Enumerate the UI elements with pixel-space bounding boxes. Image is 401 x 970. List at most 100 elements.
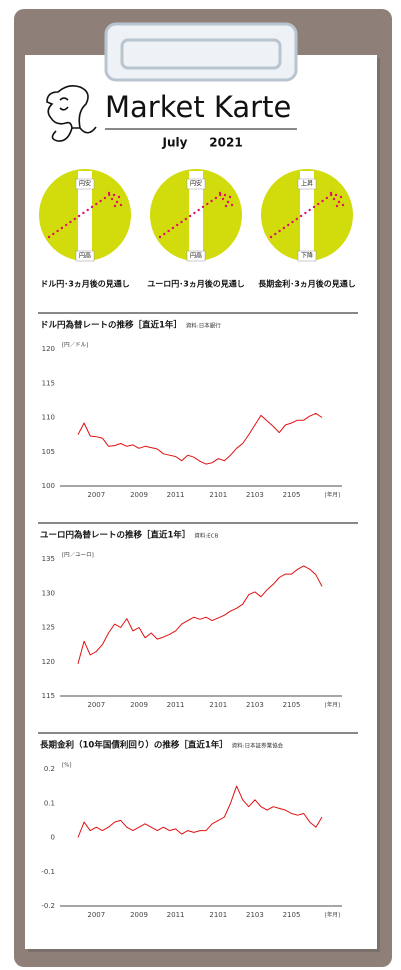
dial-dot (115, 200, 119, 204)
dial-dot (201, 205, 205, 209)
dial-dot (221, 197, 225, 201)
y-tick-label: 125 (42, 624, 55, 632)
x-axis-label: [年月] (325, 701, 340, 709)
dial-strip (78, 171, 92, 259)
chart-title: ドル円為替レートの推移［直近1年］ (40, 320, 182, 331)
dial-dot (188, 214, 192, 218)
dial-dot (304, 211, 307, 215)
x-axis-label: [年月] (325, 911, 340, 919)
dial-dot (77, 214, 81, 218)
x-tick-label: 2009 (130, 911, 148, 919)
dial-dot (312, 205, 316, 209)
dial-label-box (186, 178, 206, 190)
dial-dot (60, 226, 64, 230)
dial-dot (332, 197, 336, 201)
dial-dot (197, 208, 200, 212)
dial-dot (210, 199, 213, 203)
dial-dot (341, 203, 345, 207)
dial-top: 円安 (79, 180, 91, 188)
dial-dot (119, 203, 123, 207)
y-tick-label: -0.2 (41, 902, 55, 910)
y-tick-label: 105 (42, 448, 55, 456)
dial-caption: ユーロ円･3ヵ月後の見通し (147, 279, 245, 289)
x-axis-label: [年月] (325, 491, 340, 499)
dial-strip (189, 171, 203, 259)
y-tick-label: 110 (42, 414, 55, 422)
x-tick-label: 2101 (209, 911, 227, 919)
dial-dot (337, 200, 341, 204)
x-tick-label: 2011 (167, 491, 185, 499)
y-tick-label: -0.1 (41, 868, 55, 876)
dial-dot (113, 204, 117, 208)
y-axis-label: [円／ドル] (62, 342, 88, 349)
x-tick-label: 2105 (283, 491, 301, 499)
dial-dot (95, 202, 98, 206)
dial-dot (86, 208, 89, 212)
dial-dot (224, 204, 228, 208)
dial-dot (73, 217, 77, 221)
x-tick-label: 2009 (130, 701, 148, 709)
year: 2021 (209, 136, 242, 150)
dial-dot (52, 232, 55, 236)
chart-source: 資料:日本証券業協会 (232, 742, 284, 750)
dial-dot (99, 199, 102, 203)
title: Market Karte (105, 90, 291, 124)
month: July (162, 136, 188, 150)
dial-dot (82, 211, 85, 215)
x-tick-label: 2103 (246, 491, 264, 499)
dial-label-box (297, 178, 317, 190)
x-tick-label: 2105 (283, 911, 301, 919)
dial-dot (163, 232, 166, 236)
y-tick-label: 135 (42, 555, 55, 563)
dial-dot (180, 220, 183, 224)
dial-dot (274, 232, 277, 236)
y-tick-label: 120 (42, 658, 55, 666)
dial-top: 上昇 (301, 180, 313, 188)
dial-dot (110, 197, 114, 201)
dial-bottom: 円高 (79, 252, 91, 260)
dial-dot (321, 199, 324, 203)
dial-strip (300, 171, 314, 259)
dial-dot (223, 193, 227, 197)
dial-bottom: 下降 (301, 252, 313, 260)
dial-dot (107, 191, 111, 195)
dial-dot (335, 204, 339, 208)
dial-dot (47, 235, 51, 239)
dial-dot (329, 191, 333, 195)
dial-dot (65, 223, 68, 227)
dial-dot (69, 220, 72, 224)
dial-label-box (297, 250, 317, 262)
dial-dot (308, 208, 311, 212)
x-tick-label: 2105 (283, 701, 301, 709)
dial-dot (339, 195, 343, 199)
logo (46, 85, 97, 142)
y-tick-label: 130 (42, 589, 55, 597)
dial-dot (295, 217, 298, 221)
line (77, 565, 323, 664)
dial-dot (269, 235, 273, 239)
x-tick-label: 2103 (246, 911, 264, 919)
dial-dot (108, 193, 111, 197)
dial-dot (56, 229, 59, 233)
x-tick-label: 2007 (87, 911, 105, 919)
x-tick-label: 2007 (87, 701, 105, 709)
line (77, 785, 323, 838)
dial-dot (228, 195, 232, 199)
x-tick-label: 2103 (246, 701, 264, 709)
dial-dot (230, 203, 234, 207)
dial-label-box (75, 178, 95, 190)
y-tick-label: 0 (51, 834, 55, 842)
dial-caption: ドル円･3ヵ月後の見通し (40, 279, 130, 289)
dial-dot (158, 235, 162, 239)
x-tick-label: 2101 (209, 491, 227, 499)
y-axis-label: [円／ユーロ] (62, 552, 94, 559)
dial-dot (219, 193, 222, 197)
dial-dot (206, 202, 209, 206)
dial-dot (171, 226, 175, 230)
y-tick-label: 115 (42, 692, 55, 700)
dial-dot (193, 211, 196, 215)
x-tick-label: 2011 (167, 911, 185, 919)
dial-top: 円安 (190, 180, 202, 188)
x-tick-label: 2009 (130, 491, 148, 499)
dial-dot (90, 205, 94, 209)
